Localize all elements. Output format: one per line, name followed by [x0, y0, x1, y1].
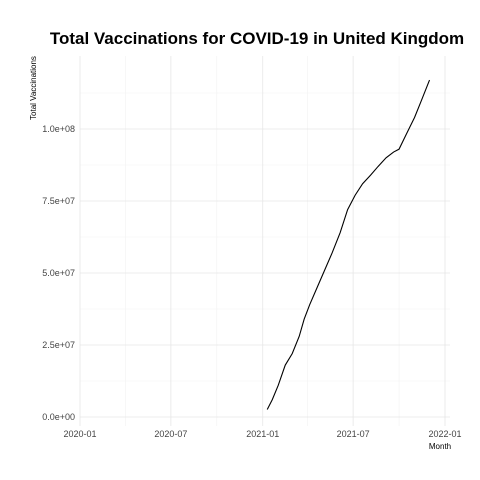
y-tick-label-1: 2.5e+07: [42, 340, 75, 350]
x-tick-label-0: 2020-01: [63, 429, 96, 439]
y-axis-label: Total Vaccinations: [29, 56, 38, 120]
x-tick-label-4: 2022-01: [428, 429, 461, 439]
x-tick-label-1: 2020-07: [154, 429, 187, 439]
series-layer: [266, 79, 431, 410]
y-tick-labels: 0.0e+00 2.5e+07 5.0e+07 7.5e+07 1.0e+08: [42, 124, 75, 422]
x-axis-label: Month: [429, 442, 451, 451]
chart-title: Total Vaccinations for COVID-19 in Unite…: [50, 29, 464, 48]
major-gridlines: [79, 56, 450, 426]
y-tick-label-4: 1.0e+08: [42, 124, 75, 134]
x-tick-labels: 2020-01 2020-07 2021-01 2021-07 2022-01: [63, 429, 461, 439]
y-tick-label-0: 0.0e+00: [42, 412, 75, 422]
series-line-0: [266, 79, 431, 410]
minor-gridlines: [80, 56, 450, 426]
x-tick-label-2: 2021-01: [246, 429, 279, 439]
y-tick-label-2: 5.0e+07: [42, 268, 75, 278]
y-tick-label-3: 7.5e+07: [42, 196, 75, 206]
x-tick-label-3: 2021-07: [337, 429, 370, 439]
